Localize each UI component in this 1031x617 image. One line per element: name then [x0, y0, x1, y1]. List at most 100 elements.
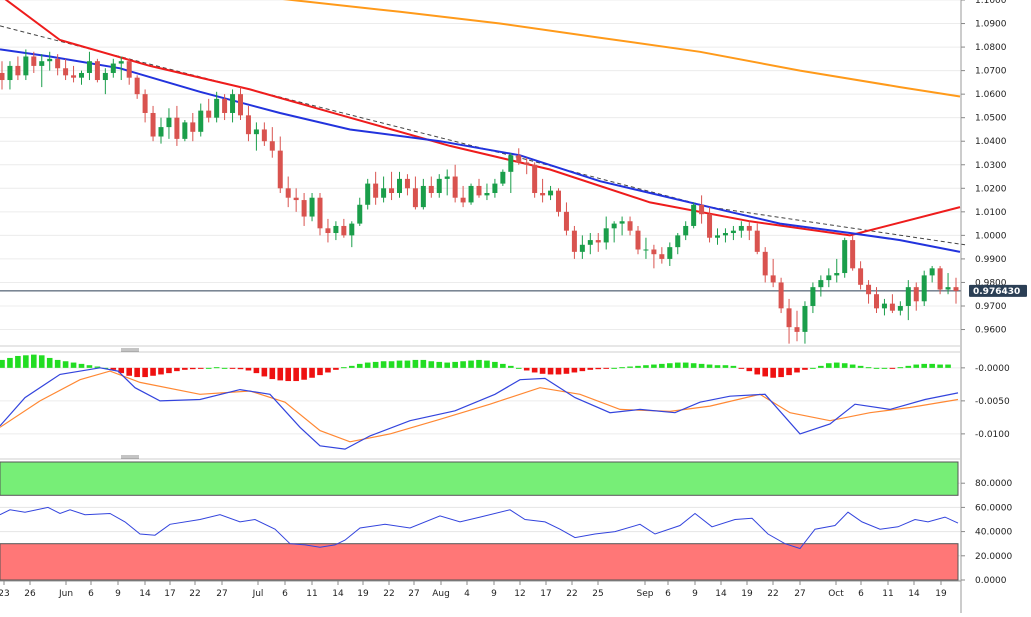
date-tick-label: 22: [383, 589, 394, 599]
date-tick-label: 14: [908, 589, 920, 599]
candle-down: [850, 240, 856, 269]
price-candles: [0, 49, 959, 344]
rsi-tick-label: 0.0000: [975, 576, 1007, 586]
macd-histogram-bar-up: [404, 360, 411, 368]
date-tick-label: 9: [115, 589, 121, 599]
macd-histogram-bar-down: [245, 367, 252, 371]
candle-down: [762, 251, 768, 276]
candle-up: [500, 171, 506, 184]
candle-down: [746, 225, 752, 231]
candle-down: [373, 183, 379, 198]
candle-down: [206, 110, 212, 118]
macd-histogram-bar-up: [412, 359, 419, 368]
candle-down: [15, 65, 21, 76]
date-tick-label: 22: [189, 589, 200, 599]
candle-up: [675, 235, 681, 248]
candle-up: [79, 72, 84, 78]
date-tick-label: 11: [882, 589, 893, 599]
macd-histogram-bar-up: [420, 359, 427, 368]
price-tick-label: 1.0800: [975, 43, 1007, 53]
macd-histogram-bar-up: [913, 364, 920, 368]
candle-down: [953, 287, 959, 291]
pane-resize-handle-macd[interactable]: [121, 348, 139, 352]
price-tick-label: 1.0600: [975, 90, 1007, 100]
macd-histogram-bar-down: [889, 367, 896, 369]
date-tick-label: Oct: [828, 589, 844, 599]
macd-histogram-bar-up: [659, 363, 665, 368]
candle-down: [31, 56, 37, 66]
macd-histogram-bar-up: [356, 363, 363, 368]
macd-tick-label: -0.0050: [975, 397, 1010, 407]
date-axis[interactable]: 23 26 Jun 6 9 14 17 22 27 Jul 6 11 14 19 22 27 Aug 4 9 12 17…: [0, 580, 961, 599]
date-tick-label: 27: [408, 589, 419, 599]
candle-down: [874, 294, 879, 309]
date-tick-label: 9: [692, 589, 698, 599]
candle-up: [182, 122, 188, 139]
candle-down: [174, 117, 180, 139]
macd-histogram-bar-up: [619, 367, 625, 369]
macd-histogram-bar-down: [150, 367, 156, 376]
candle-down: [770, 275, 776, 283]
macd-histogram-bar-down: [603, 367, 609, 369]
rsi-plot: [0, 461, 959, 581]
candle-down: [627, 221, 633, 231]
pane-resize-handle-rsi[interactable]: [121, 455, 139, 459]
candle-up: [39, 61, 45, 66]
macd-histogram-bar-up: [62, 361, 69, 368]
macd-tick-label: -0.0000: [975, 364, 1010, 374]
candle-up: [643, 249, 649, 251]
price-axis[interactable]: 0.9600 0.9700 0.9800 0.9900 1.0000 1.0100 1.02…: [960, 0, 1007, 613]
macd-histogram-bar-up: [500, 363, 506, 368]
candle-up: [86, 61, 92, 73]
candle-down: [150, 112, 156, 137]
macd-histogram-bar-up: [722, 365, 729, 368]
candle-down: [222, 98, 228, 113]
macd-histogram-bar-up: [70, 362, 77, 368]
macd-histogram-bar-up: [15, 355, 21, 368]
candle-down: [277, 150, 283, 189]
date-tick-label: 19: [741, 589, 753, 599]
candle-down: [71, 75, 77, 78]
macd-histogram-bar-up: [492, 361, 498, 368]
macd-signal-line: [0, 370, 959, 443]
candle-down: [293, 197, 299, 201]
candle-down: [476, 185, 482, 196]
candle-down: [63, 68, 69, 76]
candle-down: [524, 162, 530, 165]
macd-histogram-bar-up: [714, 365, 721, 368]
candle-up: [611, 223, 617, 229]
candle-up: [468, 185, 474, 203]
macd-histogram-bar-up: [945, 364, 951, 368]
candle-up: [214, 98, 220, 118]
date-tick-label: 4: [464, 589, 470, 599]
date-tick-label: Aug: [432, 589, 450, 599]
macd-histogram-bar-down: [190, 367, 196, 370]
price-moving-averages: [0, 0, 966, 292]
macd-histogram-bar-up: [54, 359, 61, 368]
candle-down: [55, 58, 61, 69]
price-tick-label: 1.0200: [975, 184, 1007, 194]
candle-up: [881, 303, 887, 309]
date-tick-label: 23: [0, 589, 10, 599]
macd-histogram-bar-up: [476, 359, 482, 368]
candle-down: [126, 61, 132, 78]
candle-down: [595, 240, 601, 243]
macd-histogram-bar-down: [539, 367, 546, 374]
candle-up: [842, 240, 848, 274]
macd-histogram-bar-up: [881, 367, 888, 369]
sma-orange-line: [282, 0, 961, 98]
macd-histogram-bar-down: [547, 367, 554, 375]
candle-down: [754, 230, 760, 252]
candle-down: [778, 282, 784, 309]
candle-up: [508, 155, 514, 172]
rsi-axis[interactable]: 0.0000 20.0000 40.0000 60.0000 80.0000: [961, 479, 1012, 586]
macd-axis[interactable]: -0.0000 -0.0050 -0.0100: [961, 364, 1010, 440]
candle-up: [905, 287, 911, 306]
macd-histogram-bar-up: [651, 364, 657, 368]
candle-down: [460, 197, 466, 203]
candle-up: [722, 233, 728, 236]
candle-up: [929, 268, 935, 276]
candle-up: [166, 117, 172, 128]
